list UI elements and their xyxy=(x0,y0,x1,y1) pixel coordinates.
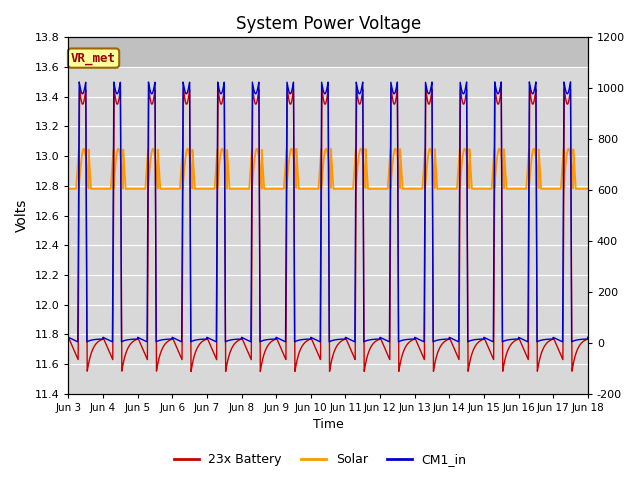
Bar xyxy=(68,30,588,67)
Legend: 23x Battery, Solar, CM1_in: 23x Battery, Solar, CM1_in xyxy=(168,448,472,471)
Title: System Power Voltage: System Power Voltage xyxy=(236,15,420,33)
X-axis label: Time: Time xyxy=(313,419,344,432)
Y-axis label: Volts: Volts xyxy=(15,199,29,232)
Text: VR_met: VR_met xyxy=(71,51,116,65)
